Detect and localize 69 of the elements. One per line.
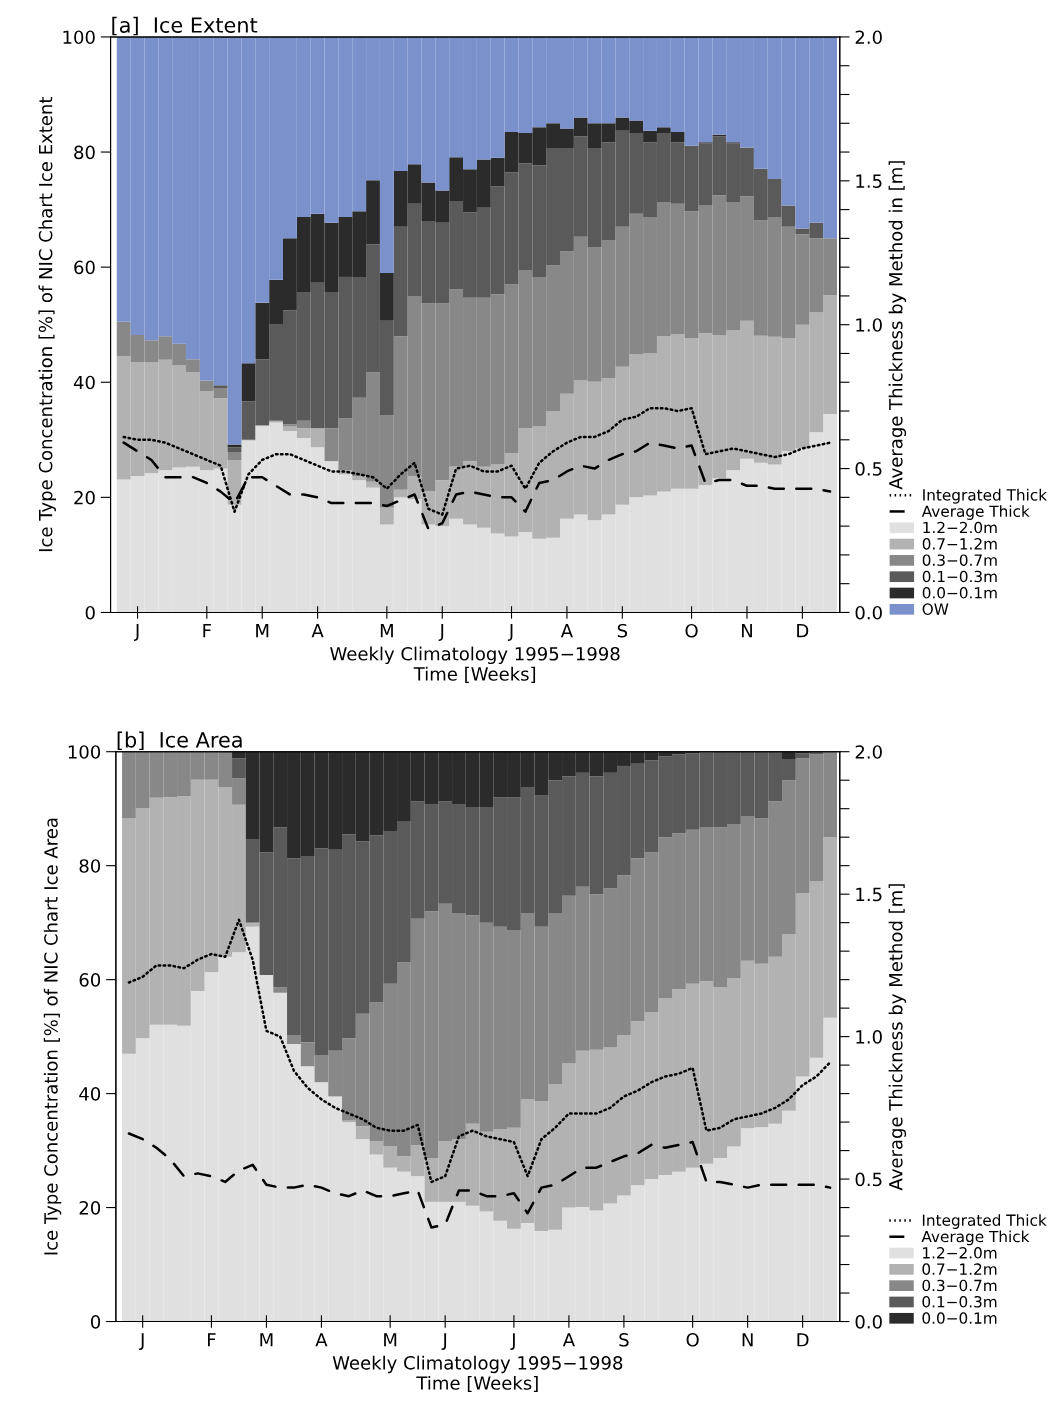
legend-label: 0.3−0.7m — [922, 1279, 997, 1292]
x-tick-label: M — [384, 1333, 397, 1347]
chart-title: [a] Ice Extent — [112, 16, 258, 36]
legend-label: OW — [922, 603, 949, 615]
legend-label: Integrated Thick — [923, 488, 1048, 504]
x-tick-label: J — [438, 624, 444, 641]
y2-tick-label: 1.0 — [856, 1030, 882, 1044]
legend-label: Integrated Thick — [922, 1214, 1047, 1229]
x-tick-label: A — [562, 1333, 575, 1347]
x-axis-title: Weekly Climatology 1995−1998 Time [Weeks] — [330, 646, 620, 683]
legend-label: Average Thick — [921, 1230, 1030, 1246]
y2-tick-label: 1.5 — [856, 174, 882, 188]
y-tick-label: 20 — [79, 1201, 101, 1215]
y-tick-label: 80 — [79, 859, 101, 873]
x-tick-label: J — [510, 1333, 515, 1350]
y2-axis-title: Average Thickness by Method [m] — [888, 884, 907, 1191]
x-axis-title: Weekly Climatology 1995−1998 Time [Weeks] — [332, 1355, 623, 1392]
legend-label: 0.1−0.3m — [922, 1295, 997, 1308]
x-tick-label: S — [619, 1332, 629, 1347]
y-tick-label: 40 — [79, 1087, 101, 1101]
x-tick-label: M — [380, 624, 393, 638]
legend-label: 0.7−1.2m — [922, 1263, 997, 1275]
y-tick-label: 20 — [74, 490, 95, 505]
legend-label: 1.2−2.0m — [923, 521, 997, 534]
x-tick-label: D — [797, 624, 809, 638]
y-tick-label: 80 — [74, 145, 95, 160]
legend-label: 0.0−0.1m — [922, 1312, 997, 1324]
y2-axis-title: Average Thickness by Method in [m] — [888, 161, 907, 490]
chart-title: [b] Ice Area — [117, 731, 242, 751]
y-tick-label: 60 — [79, 973, 101, 987]
y-tick-label: 100 — [63, 30, 95, 45]
y-tick-label: 100 — [68, 745, 101, 759]
x-tick-label: M — [260, 1333, 273, 1347]
legend-label: 0.3−0.7m — [922, 554, 997, 566]
x-tick-label: J — [133, 624, 139, 641]
x-tick-label: M — [256, 624, 269, 638]
y2-tick-label: 2.0 — [855, 30, 882, 45]
x-tick-label: D — [797, 1333, 809, 1347]
legend-label: Average Thick — [921, 505, 1030, 520]
y2-tick-label: 1.0 — [856, 318, 882, 332]
x-tick-label: J — [507, 624, 513, 641]
y-axis-title: Ice Type Concentration [%] of NIC Chart Ice Area — [43, 818, 62, 1255]
y2-tick-label: 0.5 — [855, 1172, 882, 1187]
x-tick-label: J — [441, 1333, 447, 1350]
x-tick-label: O — [686, 1332, 699, 1347]
x-tick-label: A — [315, 1333, 328, 1347]
y2-tick-label: 0.0 — [855, 605, 882, 620]
y-tick-label: 40 — [73, 375, 95, 390]
x-tick-label: A — [560, 624, 573, 638]
x-tick-label: S — [617, 623, 628, 638]
y-tick-label: 0 — [85, 605, 95, 620]
x-tick-label: O — [685, 623, 698, 638]
y2-tick-label: 2.0 — [855, 745, 882, 759]
y-tick-label: 60 — [74, 260, 95, 275]
legend-label: 0.1−0.3m — [922, 570, 997, 583]
y2-tick-label: 0.0 — [855, 1314, 882, 1329]
x-tick-label: F — [203, 624, 211, 638]
x-tick-label: J — [139, 1333, 144, 1350]
x-tick-label: N — [741, 624, 752, 638]
legend-label: 0.0−0.1m — [922, 587, 997, 599]
legend-label: 0.7−1.2m — [922, 538, 997, 550]
y2-tick-label: 0.5 — [855, 462, 882, 476]
x-tick-label: A — [311, 624, 324, 638]
x-tick-label: F — [208, 1333, 216, 1347]
legend-label: 1.2−2.0m — [923, 1247, 997, 1259]
y-axis-title: Ice Type Concentration [%] of NIC Chart Ice Extent — [38, 96, 56, 552]
y-tick-label: 0 — [90, 1314, 101, 1329]
y2-tick-label: 1.5 — [856, 887, 882, 902]
x-tick-label: N — [742, 1333, 753, 1347]
